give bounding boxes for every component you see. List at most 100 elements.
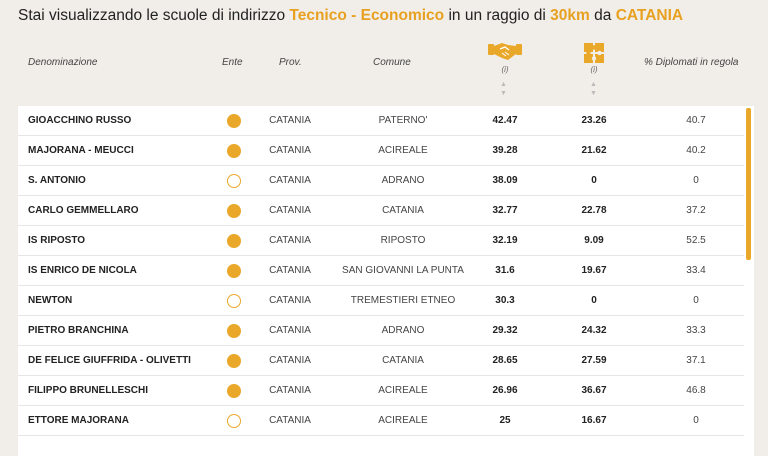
school-name[interactable]: GIOACCHINO RUSSO — [28, 115, 132, 126]
school-name[interactable]: PIETRO BRANCHINA — [28, 325, 129, 336]
school-name[interactable]: IS RIPOSTO — [28, 235, 86, 246]
metric2-value: 27.59 — [581, 355, 607, 366]
ente-dot-icon — [227, 174, 241, 188]
school-name[interactable]: S. ANTONIO — [28, 175, 86, 186]
ente-dot-icon — [227, 384, 241, 398]
school-name[interactable]: NEWTON — [28, 295, 73, 306]
scrollbar[interactable] — [746, 108, 751, 260]
puzzle-icon — [584, 43, 604, 63]
metric1-value: 42.47 — [492, 115, 518, 126]
title-citta: CATANIA — [615, 7, 684, 24]
title-middle: in un raggio di — [448, 7, 546, 24]
table-row[interactable]: GIOACCHINO RUSSO CATANIA PATERNO' 42.47 23.2… — [18, 106, 744, 136]
school-comune: ADRANO — [381, 325, 425, 336]
ente-indicator — [222, 166, 242, 196]
ente-indicator — [222, 256, 242, 286]
table-row[interactable]: NEWTON CATANIA TREMESTIERI ETNEO 30.3 0 0 — [18, 286, 744, 316]
metric1-sort-down-icon[interactable]: ▼ — [500, 90, 507, 97]
table-row[interactable]: FILIPPO BRUNELLESCHI CATANIA ACIREALE 26.96… — [18, 376, 744, 406]
ente-indicator — [222, 376, 242, 406]
metric2-value: 21.62 — [581, 145, 607, 156]
ente-dot-icon — [227, 204, 241, 218]
school-prov: CATANIA — [269, 115, 311, 126]
table-row[interactable]: S. ANTONIO CATANIA ADRANO 38.09 0 0 — [18, 166, 744, 196]
school-comune: RIPOSTO — [380, 235, 426, 246]
header-prov[interactable]: Prov. — [279, 57, 302, 68]
school-name[interactable]: FILIPPO BRUNELLESCHI — [28, 385, 149, 396]
metric1-value: 25 — [499, 415, 511, 426]
school-comune: CATANIA — [382, 355, 424, 366]
school-name[interactable]: IS ENRICO DE NICOLA — [28, 265, 137, 276]
ente-dot-icon — [227, 324, 241, 338]
metric2-value: 16.67 — [581, 415, 607, 426]
diplomati-value: 0 — [693, 415, 699, 426]
ente-dot-icon — [227, 414, 241, 428]
school-comune: ACIREALE — [378, 145, 428, 156]
school-comune: ACIREALE — [378, 415, 428, 426]
ente-indicator — [222, 106, 242, 136]
header-denominazione[interactable]: Denominazione — [28, 57, 98, 68]
header-metric1[interactable]: (i) — [485, 40, 525, 74]
metric2-value: 0 — [591, 175, 597, 186]
diplomati-value: 46.8 — [686, 385, 706, 396]
school-prov: CATANIA — [269, 145, 311, 156]
metric1-value: 30.3 — [495, 295, 515, 306]
table-row[interactable]: PIETRO BRANCHINA CATANIA ADRANO 29.32 24.32 3… — [18, 316, 744, 346]
header-metric2[interactable]: (i) — [574, 40, 614, 74]
ente-dot-icon — [227, 294, 241, 308]
school-name[interactable]: DE FELICE GIUFFRIDA - OLIVETTI — [28, 355, 191, 366]
diplomati-value: 0 — [693, 295, 699, 306]
metric1-info-icon[interactable]: (i) — [501, 65, 509, 74]
metric1-value: 39.28 — [492, 145, 518, 156]
ente-indicator — [222, 226, 242, 256]
table-row[interactable]: MAJORANA - MEUCCI CATANIA ACIREALE 39.28 21.… — [18, 136, 744, 166]
table-header: Denominazione Ente Prov. Comune (i) ▲ ▼ … — [18, 40, 754, 102]
diplomati-value: 33.3 — [686, 325, 706, 336]
metric1-value: 28.65 — [492, 355, 518, 366]
header-diplomati[interactable]: % Diplomati in regola — [644, 57, 739, 68]
schools-table: GIOACCHINO RUSSO CATANIA PATERNO' 42.47 23.2… — [18, 106, 754, 456]
table-row[interactable]: DE FELICE GIUFFRIDA - OLIVETTI CATANIA CAT… — [18, 346, 744, 376]
diplomati-value: 33.4 — [686, 265, 706, 276]
page-title: Stai visualizzando le scuole di indirizz… — [18, 7, 683, 25]
diplomati-value: 37.2 — [686, 205, 706, 216]
ente-dot-icon — [227, 144, 241, 158]
metric2-sort-up-icon[interactable]: ▲ — [590, 81, 597, 88]
header-ente[interactable]: Ente — [222, 57, 243, 68]
school-prov: CATANIA — [269, 355, 311, 366]
metric2-value: 24.32 — [581, 325, 607, 336]
ente-dot-icon — [227, 264, 241, 278]
metric1-value: 38.09 — [492, 175, 518, 186]
metric1-value: 29.32 — [492, 325, 518, 336]
metric2-info-icon[interactable]: (i) — [590, 65, 598, 74]
table-row[interactable]: ETTORE MAJORANA CATANIA ACIREALE 25 16.67 0 — [18, 406, 744, 436]
header-comune[interactable]: Comune — [373, 57, 411, 68]
metric1-value: 26.96 — [492, 385, 518, 396]
table-row[interactable]: CARLO GEMMELLARO CATANIA CATANIA 32.77 22.78… — [18, 196, 744, 226]
title-raggio: 30km — [550, 7, 590, 24]
metric1-value: 31.6 — [495, 265, 515, 276]
table-row[interactable]: IS RIPOSTO CATANIA RIPOSTO 32.19 9.09 52.5 — [18, 226, 744, 256]
ente-dot-icon — [227, 354, 241, 368]
ente-indicator — [222, 136, 242, 166]
school-prov: CATANIA — [269, 325, 311, 336]
ente-indicator — [222, 196, 242, 226]
diplomati-value: 52.5 — [686, 235, 706, 246]
school-name[interactable]: ETTORE MAJORANA — [28, 415, 129, 426]
school-name[interactable]: CARLO GEMMELLARO — [28, 205, 139, 216]
ente-indicator — [222, 316, 242, 346]
metric2-sort-down-icon[interactable]: ▼ — [590, 90, 597, 97]
ente-indicator — [222, 346, 242, 376]
metric2-value: 22.78 — [581, 205, 607, 216]
diplomati-value: 37.1 — [686, 355, 706, 366]
school-comune: CATANIA — [382, 205, 424, 216]
table-row[interactable]: IS ENRICO DE NICOLA CATANIA SAN GIOVANNI L… — [18, 256, 744, 286]
school-prov: CATANIA — [269, 415, 311, 426]
school-prov: CATANIA — [269, 385, 311, 396]
school-prov: CATANIA — [269, 235, 311, 246]
ente-dot-icon — [227, 114, 241, 128]
school-comune: ACIREALE — [378, 385, 428, 396]
metric1-sort-up-icon[interactable]: ▲ — [500, 81, 507, 88]
metric2-value: 36.67 — [581, 385, 607, 396]
school-name[interactable]: MAJORANA - MEUCCI — [28, 145, 134, 156]
